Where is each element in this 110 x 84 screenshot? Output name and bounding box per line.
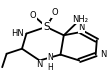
Text: O: O	[52, 8, 58, 17]
Text: N: N	[100, 50, 106, 59]
Text: N: N	[78, 23, 85, 32]
Text: NH₂: NH₂	[72, 15, 88, 24]
Text: N
H: N H	[47, 53, 53, 72]
Text: HN: HN	[11, 29, 24, 38]
Text: N: N	[36, 60, 43, 69]
Text: O: O	[30, 11, 36, 20]
Text: S: S	[43, 22, 50, 32]
